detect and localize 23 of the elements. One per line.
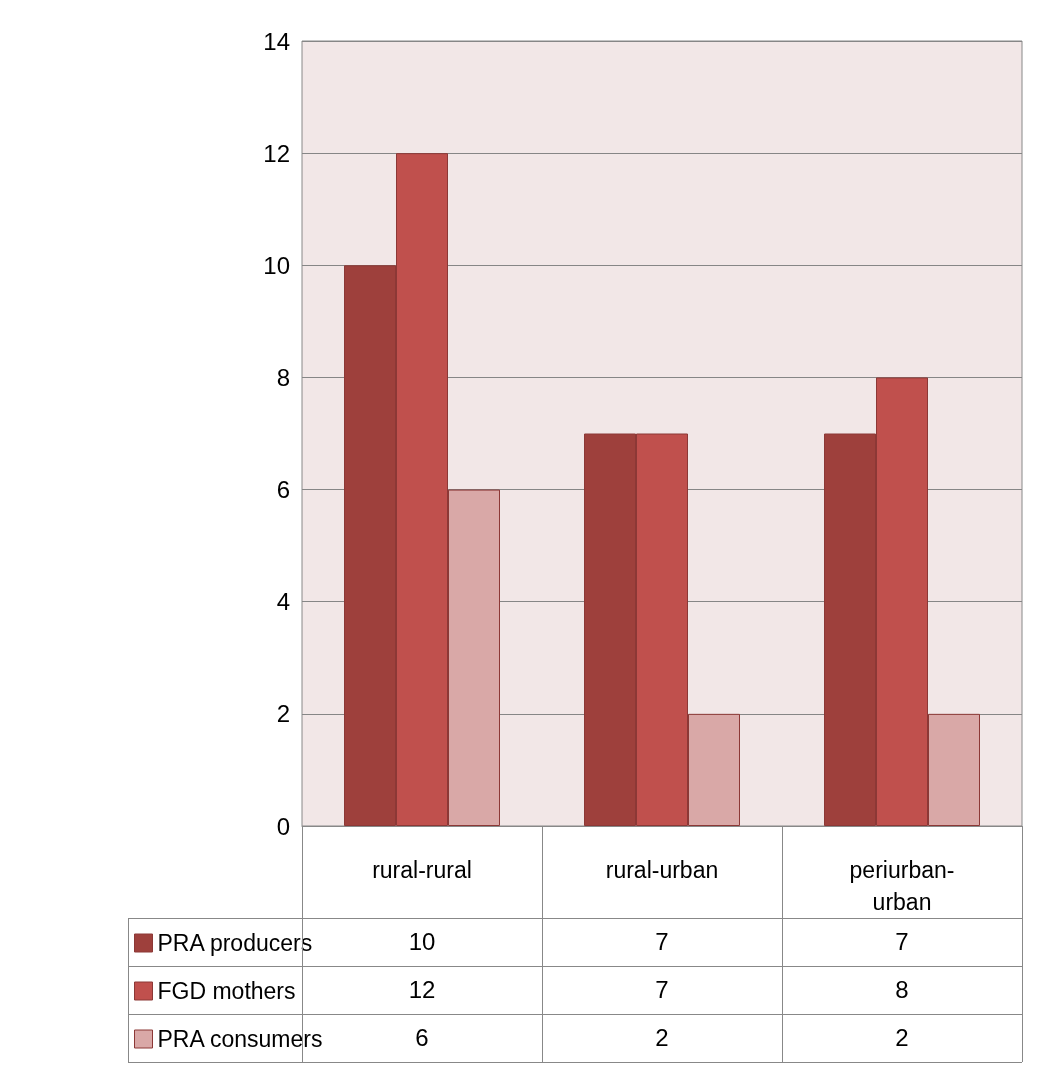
y-tick-label: 2 bbox=[276, 700, 290, 728]
y-tick-label: 10 bbox=[263, 251, 290, 279]
x-tick-label: rural-rural bbox=[372, 857, 472, 883]
x-tick-label: rural-urban bbox=[605, 857, 719, 883]
legend-label: FGD mothers bbox=[157, 978, 296, 1004]
data-label: 6 bbox=[415, 1024, 429, 1051]
y-tick-label: 4 bbox=[276, 588, 290, 616]
y-tick-label: 12 bbox=[263, 139, 290, 167]
y-tick-label: 6 bbox=[276, 476, 290, 504]
legend-label: PRA consumers bbox=[157, 1026, 323, 1052]
data-label: 7 bbox=[894, 927, 910, 957]
data-label: 12 bbox=[407, 975, 437, 1005]
data-label: 7 bbox=[654, 927, 670, 957]
data-label: 7 bbox=[654, 975, 670, 1005]
legend-label: PRA producers bbox=[157, 930, 313, 956]
y-tick-label: 14 bbox=[263, 27, 290, 55]
data-label: 2 bbox=[654, 1023, 670, 1053]
data-label: 8 bbox=[894, 975, 910, 1005]
data-label: 2 bbox=[894, 1023, 910, 1053]
y-tick-label: 8 bbox=[276, 363, 290, 391]
data-label: 10 bbox=[408, 928, 436, 955]
x-tick-label: periurban-urban bbox=[849, 857, 955, 915]
y-tick-label: 0 bbox=[276, 812, 290, 840]
